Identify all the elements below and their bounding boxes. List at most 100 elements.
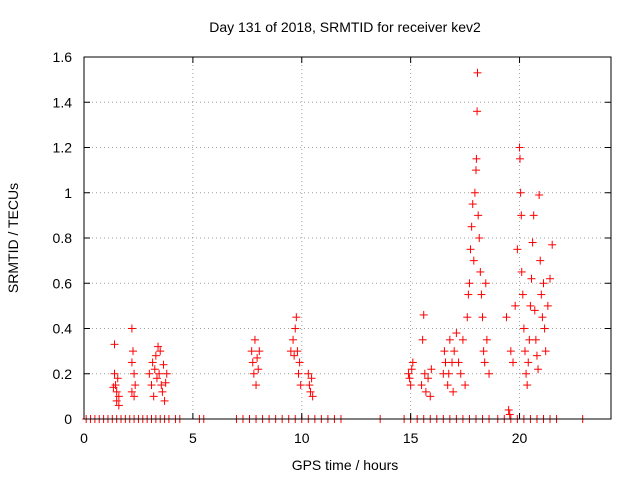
data-point: [304, 369, 313, 378]
axis-ticks: [83, 56, 611, 420]
data-point: [473, 107, 482, 116]
data-point: [479, 347, 488, 356]
data-point: [127, 387, 136, 396]
data-point: [305, 381, 314, 390]
data-point: [476, 267, 485, 276]
y-tick-label: 0.6: [53, 275, 73, 291]
data-point: [515, 154, 524, 163]
data-point: [291, 324, 300, 333]
data-point: [404, 369, 413, 378]
data-point: [466, 245, 475, 254]
chart-title: Day 131 of 2018, SRMTID for receiver kev…: [209, 19, 481, 35]
data-point: [295, 358, 304, 367]
data-point: [531, 335, 540, 344]
data-point: [405, 374, 414, 383]
x-tick-label: 20: [512, 430, 528, 446]
data-point: [110, 340, 119, 349]
data-point: [250, 335, 259, 344]
data-point: [474, 211, 483, 220]
data-point: [472, 154, 481, 163]
data-point: [541, 347, 550, 356]
data-point: [127, 358, 136, 367]
data-point: [254, 365, 263, 374]
data-point: [296, 381, 305, 390]
data-point: [452, 329, 461, 338]
data-point: [477, 290, 486, 299]
data-point: [427, 365, 436, 374]
y-tick-label: 1.6: [53, 49, 73, 65]
y-tick-label: 1: [64, 185, 72, 201]
data-point: [160, 396, 169, 405]
data-point: [511, 301, 520, 310]
data-point: [155, 369, 164, 378]
data-point: [504, 405, 513, 414]
data-point: [290, 351, 299, 360]
data-point: [505, 410, 514, 419]
data-point: [454, 358, 463, 367]
data-point: [524, 358, 533, 367]
data-point: [450, 347, 459, 356]
data-point: [145, 369, 154, 378]
data-point: [465, 279, 474, 288]
data-point: [293, 347, 302, 356]
data-point: [473, 68, 482, 77]
data-point: [156, 347, 165, 356]
data-point: [535, 191, 544, 200]
data-point: [543, 301, 552, 310]
data-point: [252, 381, 261, 390]
data-point: [131, 381, 140, 390]
data-point: [292, 313, 301, 322]
data-point: [467, 222, 476, 231]
data-point: [530, 306, 539, 315]
x-tick-label: 15: [403, 430, 419, 446]
data-point: [518, 290, 527, 299]
data-point: [519, 324, 528, 333]
data-point: [426, 392, 435, 401]
data-point: [112, 387, 121, 396]
data-point: [249, 369, 258, 378]
data-point: [419, 310, 428, 319]
data-point: [113, 374, 122, 383]
data-point: [515, 143, 524, 152]
data-point: [248, 358, 257, 367]
data-point: [161, 378, 170, 387]
x-axis-label: GPS time / hours: [292, 457, 399, 473]
data-point: [130, 392, 139, 401]
data-point: [114, 401, 123, 410]
data-point: [478, 313, 487, 322]
data-point: [463, 313, 472, 322]
data-point: [534, 365, 543, 374]
data-point: [158, 387, 167, 396]
data-point: [162, 369, 171, 378]
data-point: [159, 360, 168, 369]
data-point: [152, 374, 161, 383]
y-tick-label: 1.2: [53, 140, 73, 156]
data-point: [406, 381, 415, 390]
data-point: [502, 313, 511, 322]
data-point: [520, 347, 529, 356]
data-point: [528, 238, 537, 247]
data-point: [532, 351, 541, 360]
y-tick-label: 0.4: [53, 321, 73, 337]
data-point: [529, 211, 538, 220]
data-point: [128, 347, 137, 356]
data-point: [538, 313, 547, 322]
y-tick-label: 0: [64, 411, 72, 427]
grid-lines: [84, 57, 611, 419]
y-tick-label: 0.8: [53, 230, 73, 246]
data-point: [458, 335, 467, 344]
data-point: [148, 358, 157, 367]
x-tick-label: 0: [80, 430, 88, 446]
y-tick-label: 1.4: [53, 94, 73, 110]
data-points: [82, 68, 587, 423]
data-point: [306, 387, 315, 396]
data-point: [471, 166, 480, 175]
data-point: [485, 369, 494, 378]
data-point: [147, 381, 156, 390]
data-point: [255, 347, 264, 356]
data-point: [154, 342, 163, 351]
data-point: [417, 381, 426, 390]
data-point: [112, 396, 121, 405]
data-point: [513, 245, 522, 254]
